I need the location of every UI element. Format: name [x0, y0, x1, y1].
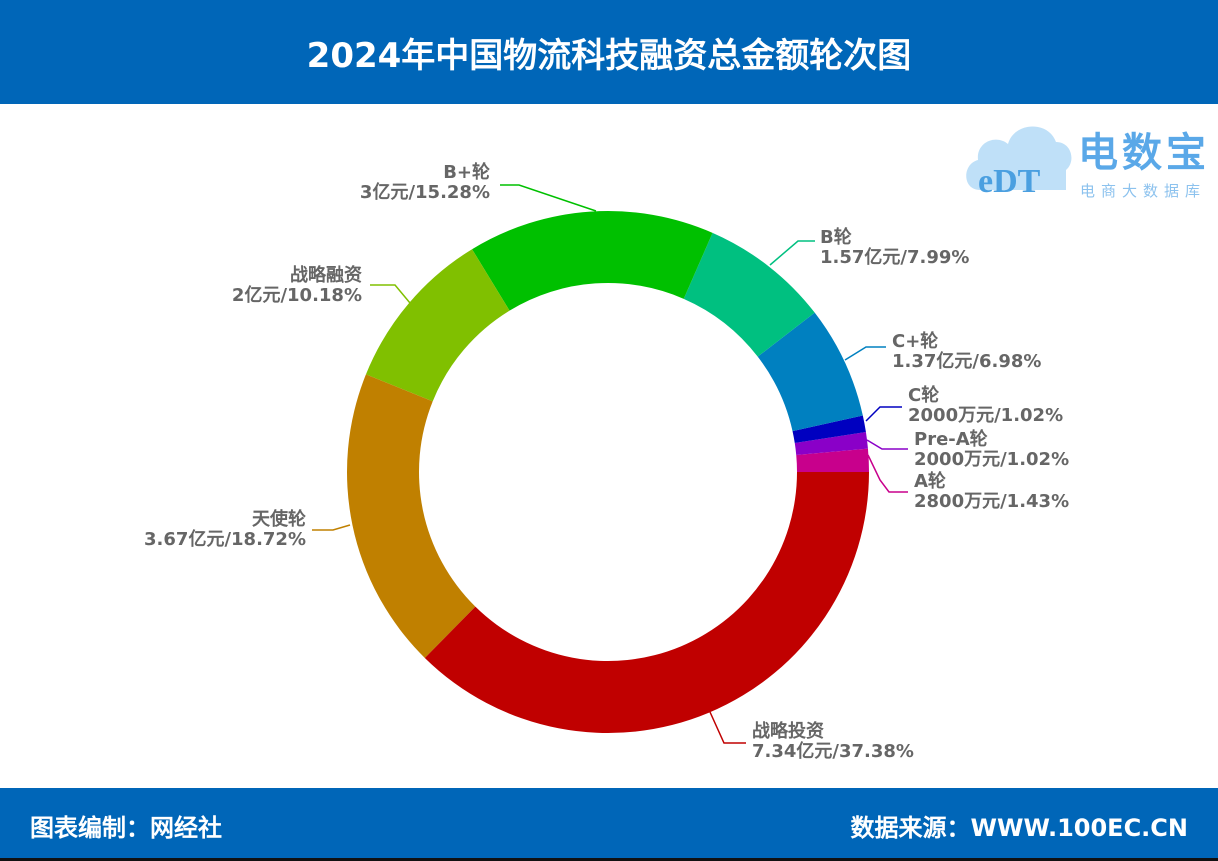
donut-slice [347, 374, 476, 658]
logo: eDT 电数宝 电商大数据库 [960, 112, 1210, 204]
cloud-logo-icon: eDT [966, 126, 1072, 200]
label-pre-a: Pre-A轮 2000万元/1.02% [914, 429, 1070, 470]
leader-line [312, 524, 351, 531]
leader-line [709, 711, 746, 744]
donut-slice [365, 249, 510, 402]
leader-line [500, 184, 597, 212]
edt-mark: eDT [978, 163, 1041, 200]
title-bar: 2024年中国物流科技融资总金额轮次图 [0, 0, 1218, 104]
footer-source: 数据来源：WWW.100EC.CN [850, 814, 1189, 842]
leader-line [865, 406, 902, 422]
donut-slice [794, 431, 868, 456]
donut-slice [796, 448, 869, 472]
footer-bar: 图表编制：网经社 数据来源：WWW.100EC.CN [0, 788, 1218, 858]
label-angel: 天使轮 3.67亿元/18.72% [144, 509, 306, 550]
donut-slice [757, 312, 863, 432]
logo-tagline: 电商大数据库 [1080, 182, 1207, 200]
leader-line [866, 439, 908, 450]
label-b: B轮 1.57亿元/7.99% [820, 227, 970, 268]
donut-slice [792, 415, 866, 444]
label-b-plus: B+轮 3亿元/15.28% [359, 162, 490, 203]
donut-slice [424, 472, 869, 733]
leader-line [867, 454, 908, 493]
label-c: C轮 2000万元/1.02% [908, 385, 1064, 426]
label-strategic-investment: 战略投资 7.34亿元/37.38% [752, 721, 914, 762]
label-a: A轮 2800万元/1.43% [914, 471, 1070, 512]
footer-credit: 图表编制：网经社 [30, 814, 222, 842]
donut-slice [472, 211, 713, 311]
leader-line [844, 346, 886, 361]
donut-slice [683, 232, 815, 357]
leader-line [769, 240, 815, 266]
leader-line [370, 284, 411, 304]
label-c-plus: C+轮 1.37亿元/6.98% [892, 331, 1042, 372]
footer-border [0, 858, 1218, 861]
logo-brand: 电数宝 [1078, 130, 1210, 176]
chart-title: 2024年中国物流科技融资总金额轮次图 [306, 35, 912, 76]
label-strategic-financing: 战略融资 2亿元/10.18% [231, 265, 362, 306]
